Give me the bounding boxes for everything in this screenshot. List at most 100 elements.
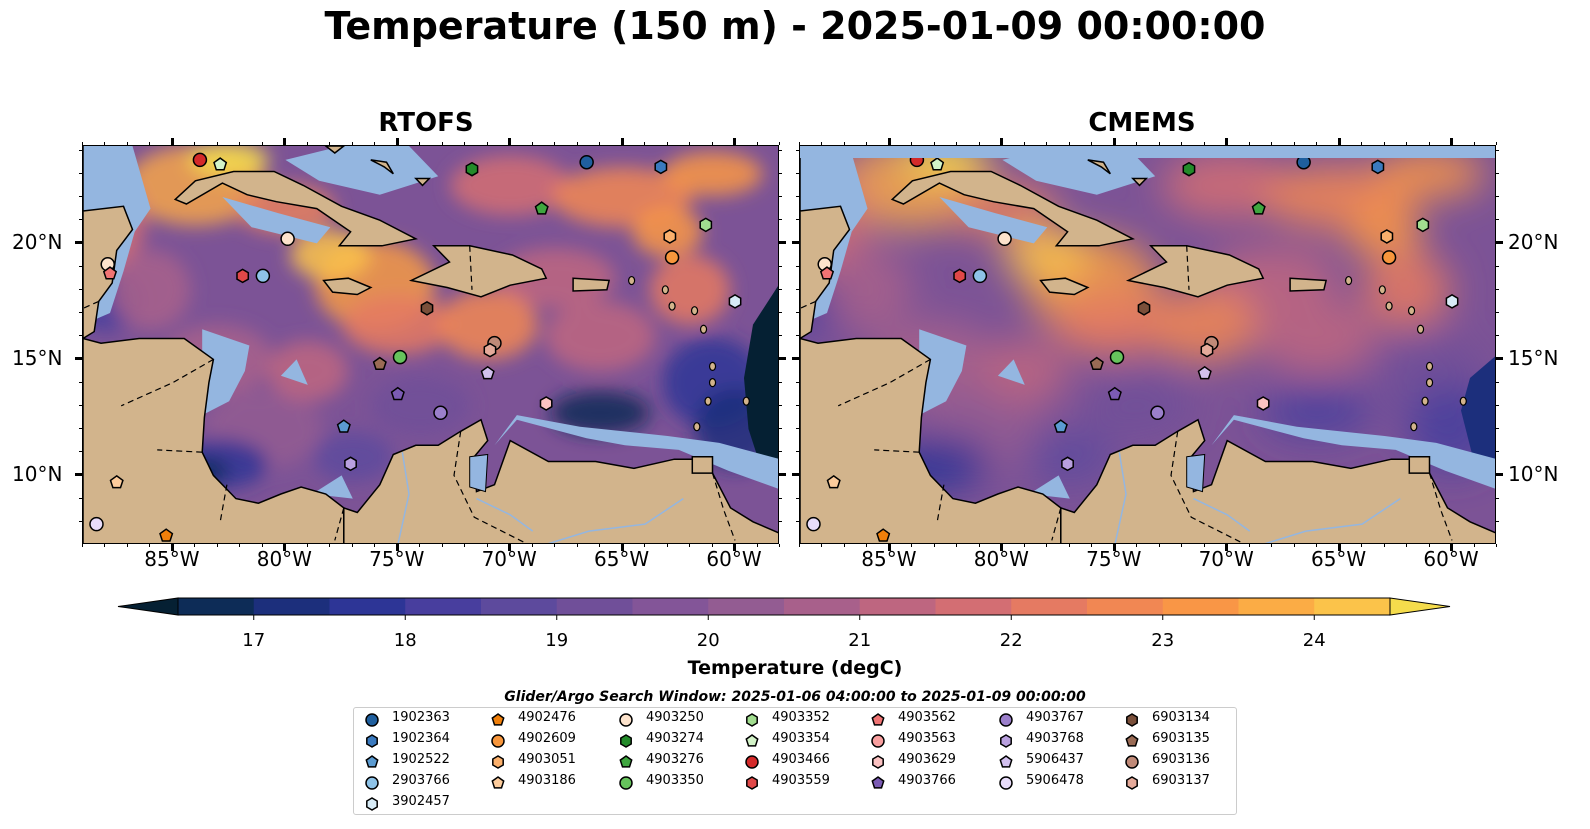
tick-mark: [866, 544, 868, 547]
lon-tick-label: 60°W: [706, 547, 762, 571]
tick-mark: [1450, 138, 1454, 145]
float-marker-4903186: [109, 474, 124, 489]
tick-mark: [1496, 473, 1503, 477]
land-bahamas2: [1087, 159, 1111, 175]
legend-marker-4903559: [746, 776, 758, 790]
tick-mark: [374, 142, 376, 145]
tick-mark: [792, 473, 799, 477]
colorbar-segment: [1314, 598, 1391, 615]
tick-mark: [796, 149, 799, 151]
legend-label: 1902364: [392, 731, 450, 746]
legend-marker-icon: [871, 713, 885, 726]
float-marker-4903559: [953, 268, 967, 284]
tick-mark: [821, 544, 823, 547]
float-marker-1902522: [1053, 419, 1068, 433]
tick-mark: [1068, 544, 1070, 547]
lat-tick-label-left: 10°N: [12, 462, 63, 487]
legend-item: 1902363: [362, 710, 482, 728]
legend-marker-icon: [366, 797, 378, 811]
tick-mark: [799, 544, 800, 547]
colorbar-segment: [405, 598, 482, 615]
float-marker-4903051: [663, 229, 677, 244]
tick-mark: [843, 142, 845, 145]
tick-mark: [734, 544, 736, 547]
tick-mark: [216, 544, 218, 547]
tick-mark: [1226, 544, 1228, 547]
tick-mark: [843, 544, 845, 547]
legend-label: 4903354: [772, 731, 830, 746]
tick-mark: [1337, 138, 1341, 145]
float-marker-4903274: [1182, 161, 1196, 177]
tick-mark: [779, 149, 782, 151]
tick-mark: [329, 544, 331, 547]
legend-item: 6903135: [1122, 731, 1242, 749]
tick-mark: [1406, 142, 1408, 145]
land-bahamas3: [1131, 177, 1149, 187]
tick-mark: [799, 142, 800, 145]
tick-mark: [792, 357, 799, 361]
float-marker-4903250: [997, 231, 1012, 247]
legend-marker-6903134: [1126, 713, 1138, 727]
float-marker-1902522: [336, 419, 351, 433]
float-marker-4903562: [102, 266, 118, 280]
colorbar-tick: 21: [848, 630, 872, 651]
tick-mark: [1337, 544, 1341, 551]
figure-title: Temperature (150 m) - 2025-01-09 00:00:0…: [324, 4, 1266, 48]
float-marker-5906478: [89, 516, 104, 532]
float-marker-6903137: [1200, 342, 1214, 358]
tick-mark: [1496, 474, 1499, 476]
float-marker-4903629: [1256, 396, 1270, 411]
legend-item: 1902522: [362, 752, 482, 770]
lat-tick-label-left: 20°N: [12, 230, 63, 255]
legend-marker-icon: [872, 755, 884, 769]
legend-marker-4903354: [745, 734, 759, 747]
tick-mark: [171, 544, 173, 547]
tick-mark: [887, 138, 891, 145]
colorbar-segment: [935, 598, 1012, 615]
legend-marker-icon: [365, 755, 379, 768]
tick-mark: [779, 428, 782, 429]
tick-mark: [1248, 142, 1250, 145]
tick-mark: [796, 335, 799, 337]
legend-marker-icon: [871, 734, 885, 748]
legend-marker-1902363: [365, 713, 379, 727]
tick-mark: [126, 544, 128, 547]
legend-item: 4903466: [742, 752, 862, 770]
tick-mark: [1496, 172, 1499, 174]
tick-mark: [792, 241, 799, 245]
legend-marker-icon: [619, 776, 633, 790]
tick-mark: [1271, 142, 1273, 145]
tick-mark: [887, 544, 891, 551]
tick-mark: [779, 358, 782, 360]
land-trinidad: [1408, 456, 1431, 474]
tick-mark: [170, 138, 174, 145]
float-marker-4903766: [390, 386, 405, 401]
legend-item: 4903629: [868, 752, 988, 770]
colorbar-max-arrow: [1389, 597, 1451, 616]
tick-mark: [126, 142, 128, 145]
land-cuba: [173, 170, 419, 247]
legend-label: 4903767: [1026, 710, 1084, 725]
legend-item: 5906437: [996, 752, 1116, 770]
tick-mark: [756, 544, 758, 547]
tick-mark: [1000, 138, 1004, 145]
tick-mark: [796, 358, 799, 360]
colorbar-tick: 23: [1151, 630, 1175, 651]
tick-mark: [351, 544, 353, 547]
legend-label: 4902476: [518, 710, 576, 725]
tick-mark: [644, 544, 646, 547]
tick-mark: [1158, 544, 1160, 547]
tick-mark: [79, 242, 82, 244]
legend-label: 1902522: [392, 752, 450, 767]
colorbar-tick: 22: [999, 630, 1023, 651]
float-marker-4903562: [819, 266, 835, 280]
tick-mark: [82, 544, 83, 547]
colorbar-min-arrow: [117, 597, 179, 616]
legend-marker-6903137: [1126, 776, 1138, 790]
legend-marker-4903563: [871, 734, 885, 748]
float-marker-4903274: [465, 161, 479, 177]
tick-mark: [1496, 142, 1497, 145]
legend-label: 4903466: [772, 752, 830, 767]
legend-label: 4903562: [898, 710, 956, 725]
legend-label: 5906478: [1026, 773, 1084, 788]
